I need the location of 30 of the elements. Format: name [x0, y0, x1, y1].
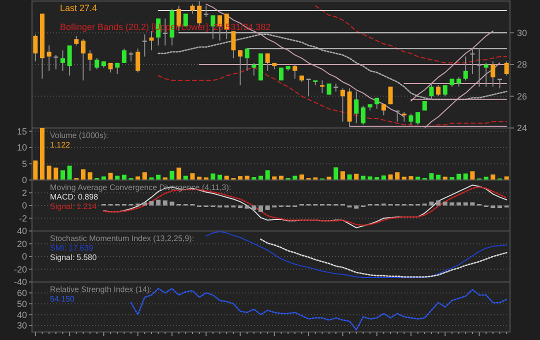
- y-tick-label: -20: [14, 264, 27, 274]
- y-tick-label: 40: [16, 310, 27, 320]
- y-tick-label: 28: [517, 60, 528, 70]
- text: 54.150: [50, 294, 76, 304]
- chart-title: Relative Strength Index (14):: [50, 285, 152, 294]
- chart-title: Stochastic Momentum Index (13,2,25,9):: [50, 234, 194, 243]
- series-label: Signal: 1.214: [50, 202, 98, 211]
- y-tick-label: 0: [22, 175, 27, 186]
- y-tick-label: 30: [16, 320, 27, 331]
- y-tick-label: 0: [22, 252, 27, 262]
- y-tick-label: -40: [14, 277, 27, 288]
- chart-title: Volume (1000s):: [50, 131, 108, 140]
- y-tick-label: 30: [517, 28, 528, 38]
- y-tick-label: -2: [18, 213, 27, 224]
- y-tick-label: 2: [22, 188, 27, 198]
- y-tick-label: 60: [16, 288, 27, 298]
- text: Signal: 5.580: [50, 253, 98, 262]
- text: SMI: 17.639: [50, 244, 94, 252]
- y-tick-label: 20: [16, 238, 27, 249]
- y-tick-label: 0: [22, 200, 27, 211]
- y-tick-label: 40: [16, 226, 27, 236]
- y-tick-label: 10: [16, 142, 27, 153]
- y-tick-label: 5: [22, 158, 27, 169]
- series-label: MACD: 0.898: [50, 192, 99, 202]
- annotation: Last 27.4: [60, 3, 98, 13]
- y-tick-label: 26: [517, 91, 528, 102]
- y-tick-label: 15: [16, 126, 27, 136]
- y-tick-label: 24: [517, 123, 528, 134]
- series-label: 1.122: [50, 140, 71, 150]
- y-tick-label: 50: [16, 298, 27, 309]
